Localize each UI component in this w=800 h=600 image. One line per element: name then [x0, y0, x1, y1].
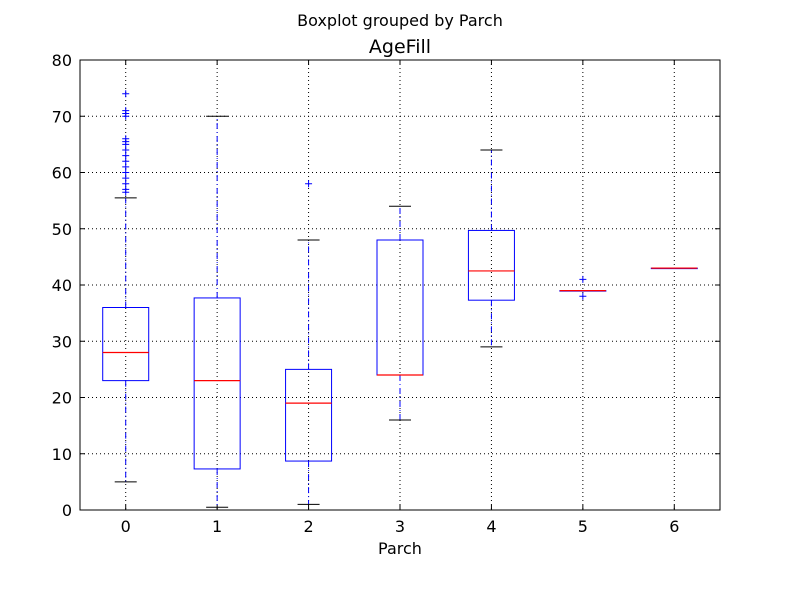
y-tick-label: 60 [52, 164, 72, 183]
x-tick-label: 5 [578, 517, 588, 536]
box-group-6 [650, 267, 698, 270]
ticks: 0 10 20 30 40 50 60 70 80 0 1 2 3 4 5 6 [52, 51, 720, 536]
x-tick-label: 6 [669, 517, 679, 536]
y-tick-label: 80 [52, 51, 72, 70]
box-group-0 [102, 90, 150, 483]
y-tick-label: 50 [52, 220, 72, 239]
x-tick-label: 2 [303, 517, 313, 536]
box [467, 229, 515, 301]
box-group-4 [467, 149, 515, 348]
flier-point [579, 275, 587, 283]
chart-title: AgeFill [369, 36, 431, 58]
chart-suptitle: Boxplot grouped by Parch [297, 11, 503, 30]
x-tick-label: 3 [395, 517, 405, 536]
grid [80, 60, 720, 510]
x-axis-label: Parch [378, 539, 422, 558]
box-group-5 [559, 275, 607, 300]
box-group-3 [376, 205, 424, 421]
flier-point [122, 90, 130, 98]
box-group-1 [193, 115, 241, 508]
boxes [102, 90, 698, 508]
flier-point [305, 180, 313, 188]
box [102, 307, 150, 382]
flier-point [579, 292, 587, 300]
box-group-2 [285, 180, 333, 505]
y-tick-label: 30 [52, 332, 72, 351]
box [285, 368, 333, 462]
y-tick-label: 70 [52, 107, 72, 126]
flier-point [122, 107, 130, 115]
x-tick-label: 1 [212, 517, 222, 536]
y-tick-label: 10 [52, 445, 72, 464]
flier-point [122, 135, 130, 143]
x-tick-label: 4 [486, 517, 496, 536]
y-tick-label: 0 [62, 501, 72, 520]
box [193, 297, 241, 470]
x-tick-label: 0 [121, 517, 131, 536]
y-tick-label: 40 [52, 276, 72, 295]
y-tick-label: 20 [52, 389, 72, 408]
